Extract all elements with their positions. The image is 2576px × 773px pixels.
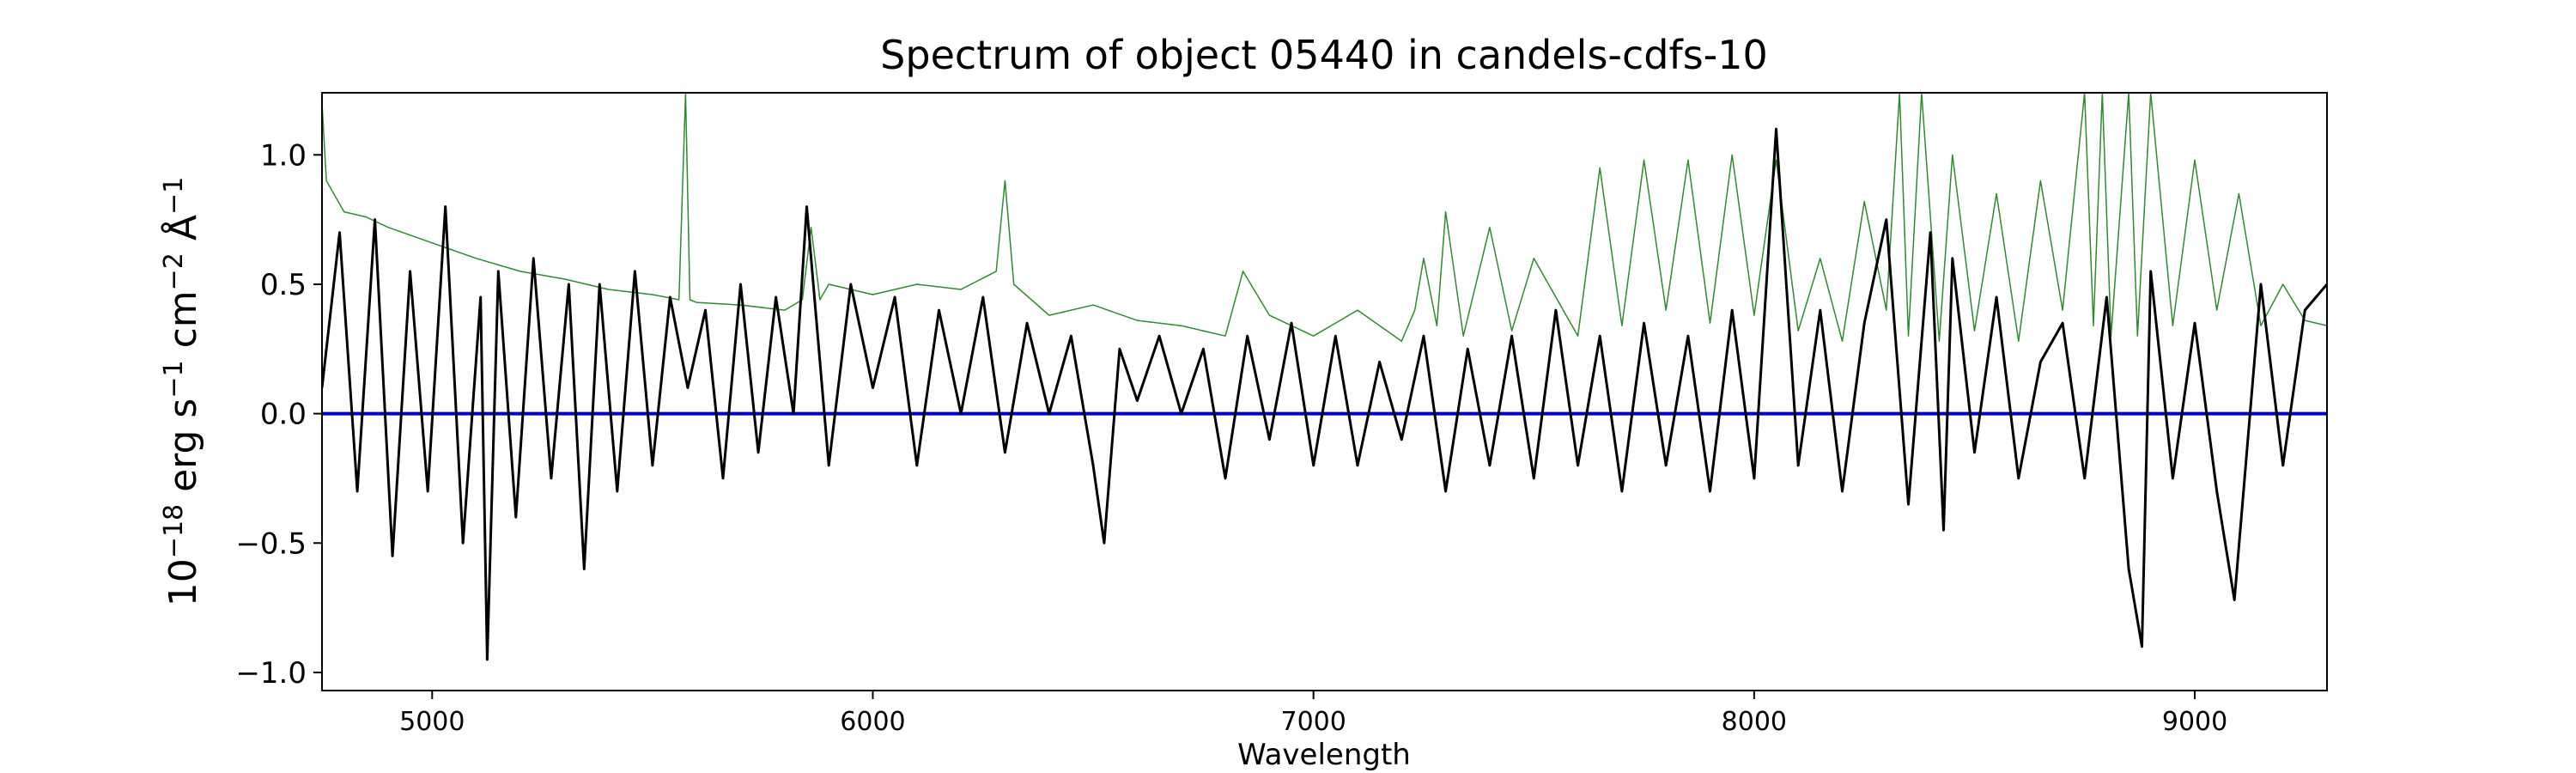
y-label-base: 10 xyxy=(161,558,205,606)
chart-title: Spectrum of object 05440 in candels-cdfs… xyxy=(880,32,1768,78)
x-tick-label: 6000 xyxy=(840,707,905,737)
y-label-exp1: −18 xyxy=(159,504,189,558)
plot-frame xyxy=(321,92,2328,691)
y-tick-label: 0.5 xyxy=(260,268,307,302)
y-tick-label: −0.5 xyxy=(235,526,307,561)
x-tick-label: 9000 xyxy=(2162,707,2227,737)
flux-series-line xyxy=(322,127,2327,661)
y-axis: −1.0 −0.5 0.0 0.5 1.0 xyxy=(235,138,322,691)
y-label-cm: cm xyxy=(161,290,205,360)
error-series-line xyxy=(322,93,2327,342)
x-axis: 5000 6000 7000 8000 9000 xyxy=(399,691,2227,737)
plot-area xyxy=(321,92,2328,691)
y-axis-label: 10−18 erg s−1 cm−2 Å−1 xyxy=(159,177,205,606)
y-tick-label: −1.0 xyxy=(235,656,307,691)
y-label-exp2: −1 xyxy=(159,360,189,398)
x-axis-label: Wavelength xyxy=(1237,738,1411,772)
y-label-exp4: −1 xyxy=(159,177,189,215)
x-tick-label: 5000 xyxy=(399,707,465,737)
y-label-exp3: −2 xyxy=(159,253,189,290)
y-tick-label: 0.0 xyxy=(260,398,307,432)
y-tick-label: 1.0 xyxy=(260,138,307,173)
x-tick-label: 8000 xyxy=(1722,707,1787,737)
series-layer xyxy=(322,93,2327,661)
y-label-ang: Å xyxy=(160,215,205,253)
x-tick-label: 7000 xyxy=(1280,707,1346,737)
y-label-erg: erg s xyxy=(161,399,205,504)
